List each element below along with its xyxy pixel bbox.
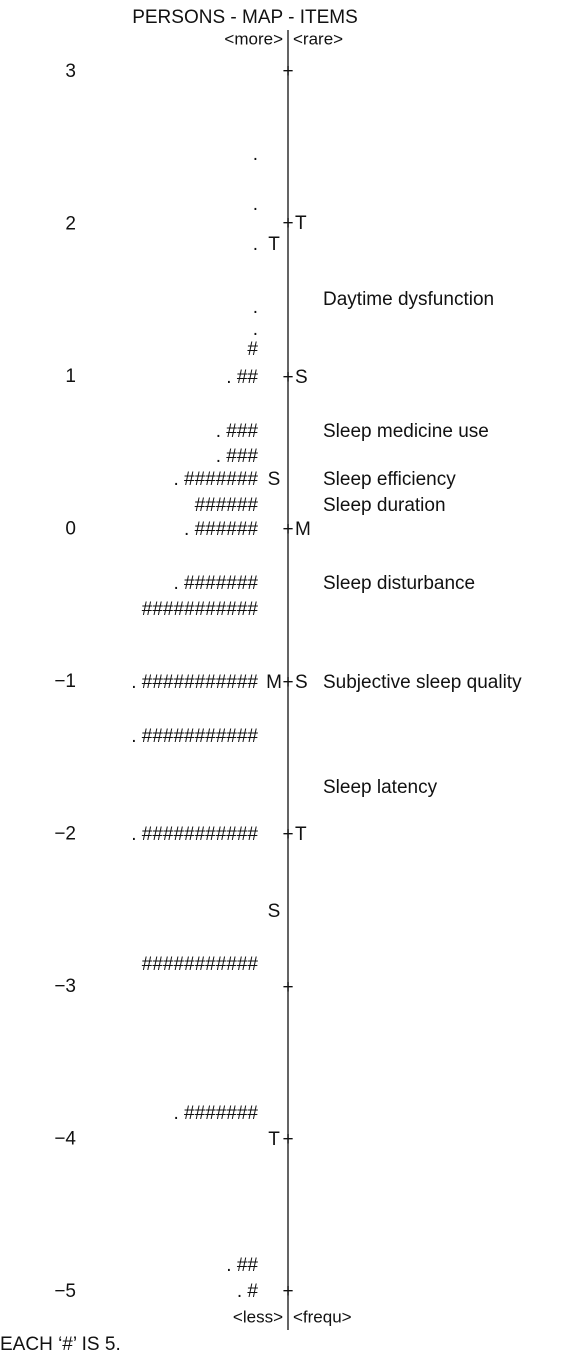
axis-tick: + xyxy=(282,213,293,234)
persons: . xyxy=(253,319,258,340)
persons: . ### xyxy=(216,446,259,467)
persons: . ########### xyxy=(131,824,258,845)
persons: ###### xyxy=(195,495,259,516)
persons: . ########### xyxy=(131,726,258,747)
axis-tick: + xyxy=(282,367,293,388)
scale-label: −5 xyxy=(54,1281,76,1302)
persons: . ########### xyxy=(131,672,258,693)
left-marker: T xyxy=(268,1129,280,1150)
persons: . xyxy=(253,234,258,255)
note: EACH ‘#’ IS 5. xyxy=(0,1334,121,1355)
persons: . ## xyxy=(226,1255,258,1276)
persons: . ####### xyxy=(173,573,258,594)
persons: # xyxy=(247,339,258,360)
item-label: Daytime dysfunction xyxy=(323,289,494,310)
item-label: Sleep disturbance xyxy=(323,573,475,594)
persons: ########### xyxy=(142,599,259,620)
axis-tick: + xyxy=(282,1281,293,1302)
persons: . ## xyxy=(226,367,258,388)
persons: ########### xyxy=(142,954,259,975)
persons: . ####### xyxy=(173,1103,258,1124)
scale-label: 1 xyxy=(65,366,76,387)
scale-label: 0 xyxy=(65,519,76,540)
item-label: Sleep duration xyxy=(323,495,446,516)
right-marker: S xyxy=(295,672,308,693)
scale-label: −1 xyxy=(54,671,76,692)
left-marker: S xyxy=(268,469,281,490)
header-right: <rare> xyxy=(293,29,343,48)
persons: . # xyxy=(237,1281,259,1302)
axis-tick: + xyxy=(282,61,293,82)
persons: . xyxy=(253,297,258,318)
axis-tick: + xyxy=(282,824,293,845)
footer-left: <less> xyxy=(233,1307,283,1326)
persons: . xyxy=(253,194,258,215)
axis-tick: + xyxy=(282,1129,293,1150)
left-marker: M xyxy=(266,672,282,693)
scale-label: 2 xyxy=(65,214,76,235)
right-marker: T xyxy=(295,824,307,845)
right-marker: T xyxy=(295,213,307,234)
header-left: <more> xyxy=(224,29,283,48)
persons: . xyxy=(253,144,258,165)
item-label: Sleep medicine use xyxy=(323,421,489,442)
persons: . ###### xyxy=(184,519,258,540)
axis-tick: + xyxy=(282,977,293,998)
scale-label: 3 xyxy=(65,61,76,82)
axis-tick: + xyxy=(282,519,293,540)
scale-label: −4 xyxy=(54,1129,76,1150)
right-marker: M xyxy=(295,519,311,540)
item-label: Sleep efficiency xyxy=(323,469,456,490)
persons: . ### xyxy=(216,421,259,442)
item-label: Subjective sleep quality xyxy=(323,672,522,693)
footer-right: <frequ> xyxy=(293,1307,352,1326)
right-marker: S xyxy=(295,367,308,388)
axis-tick: + xyxy=(282,672,293,693)
left-marker: S xyxy=(268,901,281,922)
scale-label: −3 xyxy=(54,976,76,997)
left-marker: T xyxy=(268,234,280,255)
item-label: Sleep latency xyxy=(323,777,438,798)
persons: . ####### xyxy=(173,469,258,490)
title: PERSONS - MAP - ITEMS xyxy=(132,7,358,28)
scale-label: −2 xyxy=(54,824,76,845)
